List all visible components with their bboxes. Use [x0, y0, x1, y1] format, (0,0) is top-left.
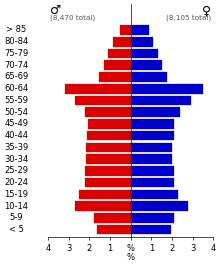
Text: (8,105 total): (8,105 total) — [167, 15, 212, 21]
Bar — [131, 72, 167, 82]
Bar — [104, 60, 131, 70]
Bar — [131, 225, 171, 234]
Bar — [131, 154, 172, 164]
Bar — [131, 143, 172, 152]
Bar — [131, 60, 162, 70]
Text: %: % — [127, 253, 135, 262]
Bar — [131, 25, 149, 35]
Bar — [131, 107, 180, 117]
Bar — [131, 84, 203, 93]
Bar — [131, 49, 158, 58]
Bar — [87, 131, 131, 140]
Bar — [131, 201, 189, 211]
Bar — [86, 143, 131, 152]
Bar — [65, 84, 131, 93]
Bar — [85, 107, 131, 117]
Text: ♂: ♂ — [50, 4, 61, 17]
Bar — [75, 201, 131, 211]
Bar — [131, 190, 178, 199]
Bar — [131, 166, 174, 176]
Bar — [131, 131, 174, 140]
Bar — [108, 49, 131, 58]
Bar — [113, 37, 131, 46]
Bar — [85, 178, 131, 187]
Text: ♀: ♀ — [202, 4, 212, 17]
Bar — [85, 166, 131, 176]
Bar — [131, 213, 174, 223]
Bar — [94, 213, 131, 223]
Bar — [88, 119, 131, 129]
Bar — [131, 119, 174, 129]
Bar — [120, 25, 131, 35]
Bar — [75, 96, 131, 105]
Bar — [131, 37, 153, 46]
Bar — [79, 190, 131, 199]
Bar — [131, 178, 174, 187]
Bar — [97, 225, 131, 234]
Bar — [99, 72, 131, 82]
Bar — [131, 96, 191, 105]
Text: (8,470 total): (8,470 total) — [50, 15, 95, 21]
Bar — [86, 154, 131, 164]
